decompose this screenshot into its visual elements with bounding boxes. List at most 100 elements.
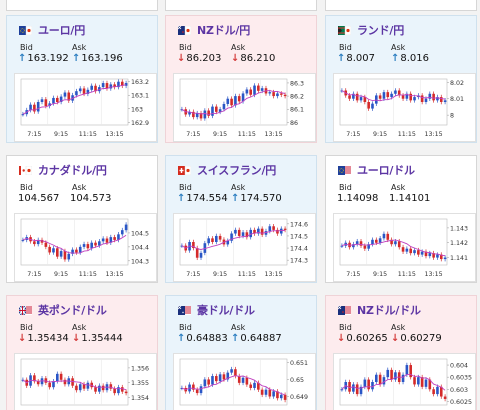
card-header[interactable]: NZドル/ドル <box>338 302 421 318</box>
bid-value-wrap: 104.567 <box>18 193 70 204</box>
candle-body <box>63 379 67 385</box>
candle-body <box>105 238 109 243</box>
rate-card[interactable]: 豪ドル/ドル Bid Ask ↑ 0.64883 ↑ 0.64887 0.651 0.65 0.6… <box>165 295 317 410</box>
card-header[interactable]: 英ポンド/ドル <box>19 302 107 318</box>
rate-card[interactable]: ユーロ/円 Bid Ask ↑ 163.192 ↑ 163.196 163.2 163.1 163… <box>6 15 158 143</box>
y-tick-label: 174.4 <box>290 246 308 253</box>
rate-card[interactable]: ユーロ/ドル Bid Ask 1.14098 1.14101 1.143 1.142 1.14… <box>325 155 477 283</box>
bid-value: 104.567 <box>18 193 60 204</box>
price-chart[interactable]: 1.356 1.355 1.354 <box>14 353 157 410</box>
bid-ask-values: 1.14098 1.14101 <box>337 193 430 204</box>
bid-ask-labels: Bid Ask <box>179 43 245 52</box>
candle-body <box>90 242 93 249</box>
moving-average-line <box>22 234 127 254</box>
currency-pair-name[interactable]: カナダドル/円 <box>38 164 107 177</box>
candle-body <box>272 92 275 97</box>
candlestick-chart: 174.6 174.5 174.4 174.3 7:15 9:15 11:15 13:15 <box>179 218 308 278</box>
ask-value: 0.64887 <box>240 333 282 344</box>
bid-value-wrap: ↑ 174.554 <box>177 193 231 204</box>
y-tick-label: 163.2 <box>131 79 149 86</box>
candle-body <box>124 224 128 231</box>
rate-card[interactable]: NZドル/ドル Bid Ask ↓ 0.60265 ↓ 0.60279 0.604 0.6035… <box>325 295 477 410</box>
rate-card[interactable]: NZドル/円 Bid Ask ↓ 86.203 ↓ 86.210 86.3 86.2 86.1 86… <box>165 15 317 143</box>
candle-body <box>359 97 363 101</box>
currency-pair-name[interactable]: NZドル/円 <box>197 24 250 37</box>
candle-body <box>105 83 109 89</box>
y-tick-label: 86.2 <box>290 94 304 101</box>
bid-label: Bid <box>179 43 192 52</box>
candle-body <box>417 377 420 385</box>
currency-pair-name[interactable]: 豪ドル/ドル <box>197 304 255 317</box>
currency-pair-name[interactable]: NZドル/ドル <box>357 304 421 317</box>
rate-card[interactable]: カナダドル/円 Bid Ask 104.567 104.573 104.5 104.4 104… <box>6 155 158 283</box>
price-chart[interactable]: 1.143 1.142 1.141 7:15 9:15 11:15 13:15 <box>333 213 476 282</box>
card-header[interactable]: スイスフラン/円 <box>178 162 276 178</box>
card-header[interactable]: NZドル/円 <box>178 22 250 38</box>
candle-body <box>234 369 237 377</box>
candle-body <box>363 245 367 249</box>
candle-body <box>71 378 74 386</box>
price-chart[interactable]: 0.604 0.6035 0.603 0.6025 <box>333 353 476 410</box>
candle-body <box>249 384 252 388</box>
price-chart[interactable]: 0.651 0.65 0.649 <box>173 353 316 410</box>
candle-body <box>352 93 355 99</box>
ask-value-wrap: 1.14101 <box>389 193 430 204</box>
candle-body <box>276 391 279 399</box>
candle-body <box>359 386 363 395</box>
bid-ask-labels: Bid Ask <box>339 323 405 332</box>
candle-body <box>397 241 401 248</box>
price-chart[interactable]: 104.5 104.4 104.3 7:15 9:15 11:15 13:15 <box>14 213 157 282</box>
candle-body <box>86 382 90 389</box>
candle-body <box>283 228 287 230</box>
candle-body <box>44 99 48 107</box>
card-header[interactable]: ユーロ/ドル <box>338 162 415 178</box>
y-tick-label: 0.6025 <box>450 399 472 406</box>
bid-value: 8.007 <box>346 53 376 64</box>
candle-body <box>237 229 241 236</box>
ask-value: 0.60279 <box>400 333 442 344</box>
price-chart[interactable]: 86.3 86.2 86.1 86 7:15 9:15 11:15 13:15 <box>173 73 316 142</box>
currency-pair-name[interactable]: 英ポンド/ドル <box>38 304 107 317</box>
bid-value-wrap: ↓ 0.60265 <box>337 333 391 344</box>
currency-pair-name[interactable]: ランド/円 <box>357 24 405 37</box>
candle-body <box>52 97 55 104</box>
x-tick-label: 7:15 <box>186 131 200 138</box>
candle-body <box>75 249 78 253</box>
rate-card[interactable]: ランド/円 Bid Ask ↑ 8.007 ↑ 8.016 8.02 8.01 8 7:15 9:15… <box>325 15 477 143</box>
candle-body <box>283 94 287 97</box>
candle-body <box>245 232 249 238</box>
bid-ask-values: ↑ 163.192 ↑ 163.196 <box>18 53 123 64</box>
candle-body <box>443 396 447 399</box>
rate-card[interactable]: スイスフラン/円 Bid Ask ↑ 174.554 ↑ 174.570 174.6 174.5… <box>165 155 317 283</box>
price-chart[interactable]: 163.2 163.1 163 162.9 7:15 9:15 11:15 13:15 <box>14 73 157 142</box>
candle-body <box>439 386 443 397</box>
candle-body <box>355 241 359 245</box>
candle-body <box>113 237 116 240</box>
candle-body <box>113 84 116 88</box>
card-header[interactable]: ユーロ/円 <box>19 22 85 38</box>
bid-ask-values: ↓ 86.203 ↓ 86.210 <box>177 53 275 64</box>
rate-card[interactable]: 英ポンド/ドル Bid Ask ↓ 1.35434 ↓ 1.35444 1.356 1.355 1… <box>6 295 158 410</box>
candle-body <box>52 248 55 253</box>
card-header[interactable]: カナダドル/円 <box>19 162 107 178</box>
candle-body <box>101 385 105 391</box>
candle-body <box>378 374 382 385</box>
currency-pair-name[interactable]: ユーロ/円 <box>38 24 86 37</box>
currency-pair-name[interactable]: ユーロ/ドル <box>357 164 415 177</box>
y-tick-label: 1.355 <box>131 380 149 387</box>
x-tick-label: 13:15 <box>106 131 124 138</box>
card-header[interactable]: 豪ドル/ドル <box>178 302 255 318</box>
candle-body <box>195 248 199 258</box>
candlestick-chart: 0.604 0.6035 0.603 0.6025 <box>339 358 472 406</box>
candle-body <box>75 385 78 391</box>
candlestick-chart: 86.3 86.2 86.1 86 7:15 9:15 11:15 13:15 <box>179 78 304 138</box>
card-header[interactable]: ランド/円 <box>338 22 404 38</box>
candle-body <box>188 111 191 115</box>
candle-body <box>279 93 283 95</box>
candle-body <box>279 394 283 399</box>
candle-body <box>253 382 256 388</box>
price-chart[interactable]: 174.6 174.5 174.4 174.3 7:15 9:15 11:15 13:15 <box>173 213 316 282</box>
currency-pair-name[interactable]: スイスフラン/円 <box>197 164 277 177</box>
price-chart[interactable]: 8.02 8.01 8 7:15 9:15 11:15 13:15 <box>333 73 476 142</box>
x-tick-label: 7:15 <box>346 271 360 278</box>
